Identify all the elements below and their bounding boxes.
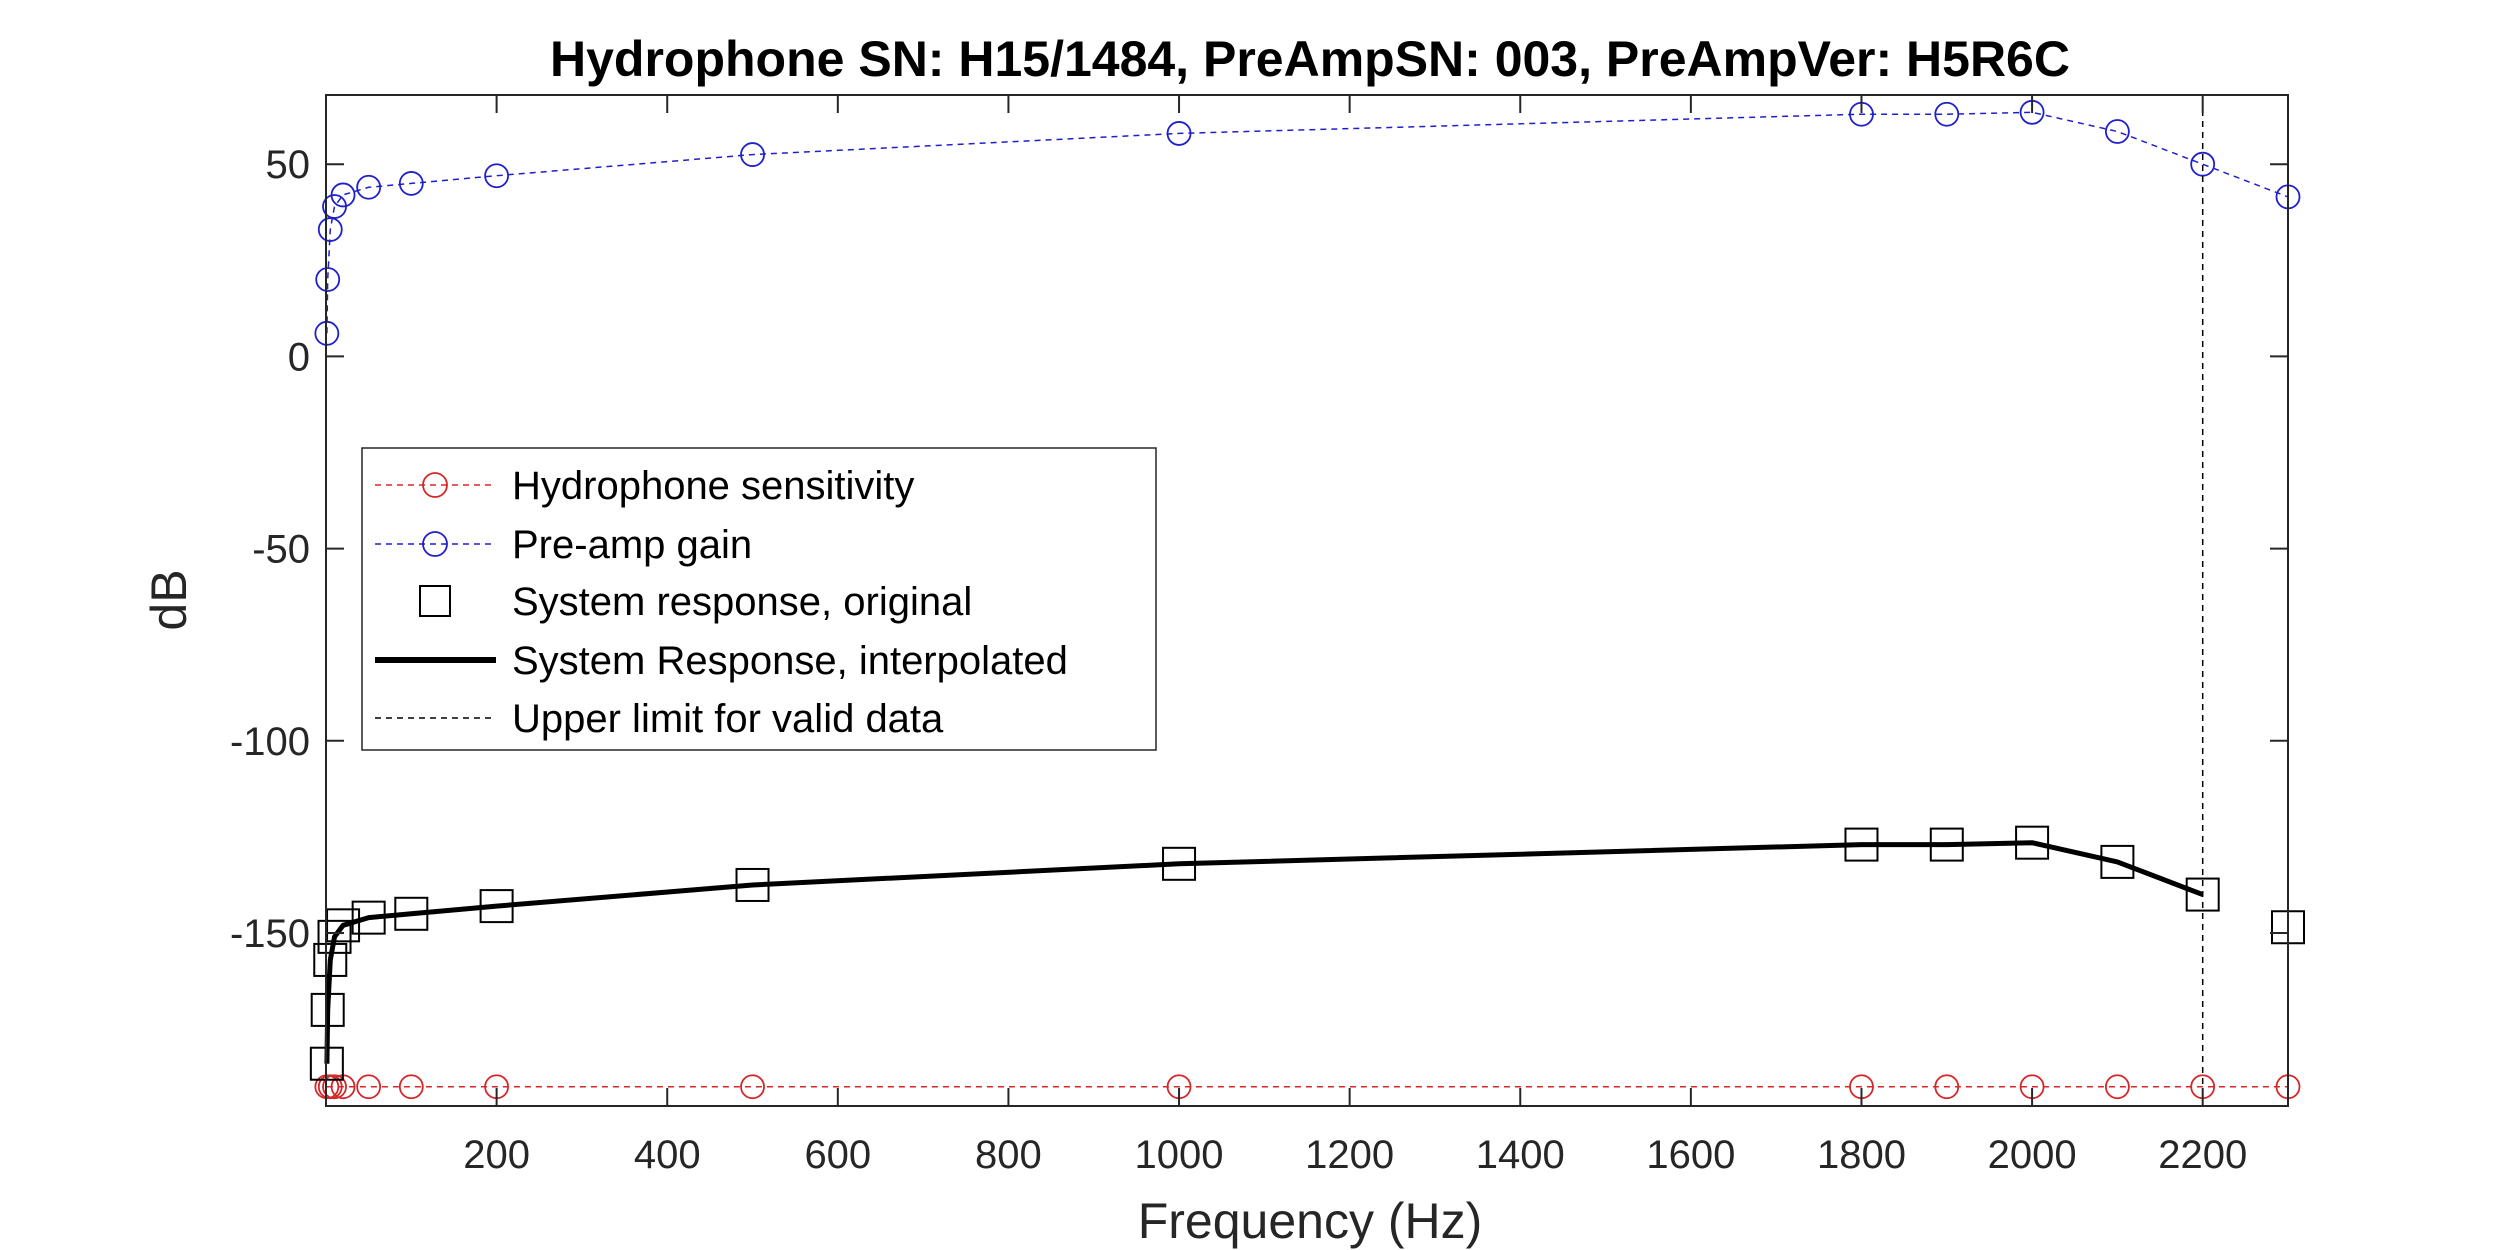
x-tick-label: 1000 bbox=[1135, 1133, 1224, 1177]
series-layer bbox=[309, 95, 2305, 1106]
legend-label-system-original: System response, original bbox=[512, 580, 972, 624]
x-tick-label: 600 bbox=[804, 1133, 871, 1177]
x-tick-label: 1600 bbox=[1646, 1133, 1735, 1177]
x-tick-label: 200 bbox=[463, 1133, 530, 1177]
data-point-pre-amp-gain bbox=[484, 163, 510, 189]
x-tick-label: 1400 bbox=[1476, 1133, 1565, 1177]
series-system-response-interpolated bbox=[324, 840, 2204, 1064]
x-tick-label: 1200 bbox=[1305, 1133, 1394, 1177]
legend-label-sensitivity: Hydrophone sensitivity bbox=[512, 464, 914, 508]
legend-label-upper-limit: Upper limit for valid data bbox=[512, 697, 944, 741]
legend-entry-preamp: Pre-amp gain bbox=[375, 523, 752, 567]
x-tick-label: 1800 bbox=[1817, 1133, 1906, 1177]
series-line-system-response-interpolated bbox=[324, 840, 2204, 1064]
data-point-system-response-original bbox=[2185, 877, 2220, 912]
legend-box bbox=[361, 447, 1157, 751]
y-tick-label: 0 bbox=[288, 335, 310, 379]
legend-entry-upper-limit: Upper limit for valid data bbox=[375, 697, 944, 741]
y-tick-label: -100 bbox=[230, 720, 310, 764]
data-point-pre-amp-gain bbox=[2104, 119, 2130, 144]
data-point-pre-amp-gain bbox=[1934, 101, 1960, 127]
x-axis-ticks: 200 400 600 800 1000 1200 1400 1600 1800 2000 2200 bbox=[463, 95, 2247, 1177]
data-point-hydrophone-sensitivity bbox=[356, 1074, 382, 1100]
x-tick-label: 2000 bbox=[1988, 1133, 2077, 1177]
data-point-hydrophone-sensitivity bbox=[398, 1074, 424, 1100]
data-point-pre-amp-gain bbox=[2190, 151, 2216, 177]
data-point-hydrophone-sensitivity bbox=[1934, 1074, 1960, 1100]
x-tick-label: 2200 bbox=[2158, 1133, 2247, 1177]
legend-swatch-preamp-marker bbox=[422, 531, 448, 557]
y-tick-label: -150 bbox=[230, 912, 310, 956]
legend-entry-sensitivity: Hydrophone sensitivity bbox=[375, 464, 914, 508]
data-point-pre-amp-gain bbox=[356, 174, 382, 200]
x-tick-label: 400 bbox=[634, 1133, 701, 1177]
legend-swatch-system-original-marker bbox=[419, 585, 451, 617]
data-point-hydrophone-sensitivity bbox=[740, 1074, 765, 1100]
data-point-pre-amp-gain bbox=[740, 142, 765, 167]
data-point-pre-amp-gain bbox=[330, 182, 356, 208]
data-point-hydrophone-sensitivity bbox=[322, 1074, 347, 1100]
data-point-system-response-original bbox=[2100, 844, 2135, 879]
legend: Hydrophone sensitivity Pre-amp gain Syst… bbox=[361, 447, 1157, 751]
data-point-system-response-original bbox=[326, 908, 361, 943]
data-point-pre-amp-gain bbox=[315, 267, 341, 292]
data-point-pre-amp-gain bbox=[1166, 121, 1192, 146]
x-axis-label: Frequency (Hz) bbox=[1138, 1193, 1483, 1249]
plot-frame bbox=[325, 94, 2289, 1107]
legend-label-system-interpolated: System Response, interpolated bbox=[512, 639, 1068, 683]
data-point-system-response-original bbox=[317, 919, 352, 954]
y-axis-label: dB bbox=[141, 569, 197, 630]
legend-label-preamp: Pre-amp gain bbox=[512, 523, 752, 567]
legend-entry-system-original: System response, original bbox=[419, 580, 972, 624]
chart-title: Hydrophone SN: H15/1484, PreAmpSN: 003, … bbox=[550, 31, 2070, 87]
x-tick-label: 800 bbox=[975, 1133, 1042, 1177]
legend-entry-system-interpolated: System Response, interpolated bbox=[375, 639, 1068, 683]
y-tick-label: 50 bbox=[266, 143, 311, 187]
data-point-pre-amp-gain bbox=[398, 171, 424, 196]
y-axis-ticks: 50 0 -50 -100 -150 bbox=[230, 143, 2288, 956]
legend-swatch-sensitivity-marker bbox=[422, 472, 448, 498]
data-point-hydrophone-sensitivity bbox=[2104, 1074, 2130, 1100]
y-tick-label: -50 bbox=[252, 528, 310, 572]
